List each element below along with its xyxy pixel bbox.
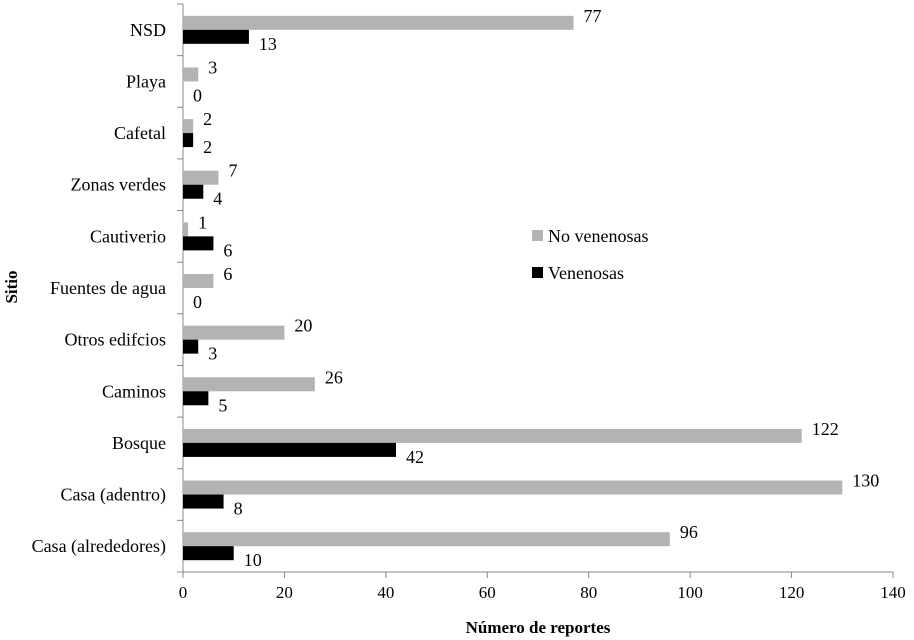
data-label-no-venenosas: 122 xyxy=(812,419,839,439)
category-label: Bosque xyxy=(112,433,166,453)
category-label: Otros edifcios xyxy=(65,330,166,350)
data-label-no-venenosas: 77 xyxy=(584,6,602,26)
data-label-no-venenosas: 26 xyxy=(325,367,343,387)
category-label: Fuentes de agua xyxy=(50,278,166,298)
data-label-venenosas: 10 xyxy=(244,550,262,570)
category-label: Caminos xyxy=(102,381,166,401)
bar-no-venenosas xyxy=(183,119,194,134)
category-label: Casa (adentro) xyxy=(61,485,166,506)
data-label-no-venenosas: 130 xyxy=(852,471,879,491)
data-label-venenosas: 2 xyxy=(203,137,212,157)
data-label-no-venenosas: 3 xyxy=(208,57,217,77)
bar-no-venenosas xyxy=(183,480,843,495)
bar-venenosas xyxy=(183,236,214,251)
category-label: Cafetal xyxy=(114,123,166,143)
data-label-venenosas: 3 xyxy=(208,344,217,364)
bar-venenosas xyxy=(183,133,194,148)
bar-no-venenosas xyxy=(183,67,199,82)
data-label-no-venenosas: 96 xyxy=(680,522,698,542)
bar-venenosas xyxy=(183,339,199,354)
legend-label: No venenosas xyxy=(548,226,648,246)
data-label-venenosas: 0 xyxy=(193,85,202,105)
category-label: NSD xyxy=(130,20,166,40)
bar-venenosas xyxy=(183,184,204,199)
legend-swatch xyxy=(532,267,543,278)
bar-venenosas xyxy=(183,546,234,561)
category-label: Playa xyxy=(126,71,166,91)
x-axis-title: Número de reportes xyxy=(466,618,611,637)
bar-no-venenosas xyxy=(183,377,315,392)
x-tick-label: 80 xyxy=(580,583,597,602)
data-label-no-venenosas: 2 xyxy=(203,109,212,129)
x-tick-label: 40 xyxy=(377,583,394,602)
data-label-venenosas: 42 xyxy=(406,447,424,467)
x-tick-label: 0 xyxy=(179,583,188,602)
data-label-venenosas: 6 xyxy=(223,240,232,260)
bar-no-venenosas xyxy=(183,532,670,547)
y-axis-title: Sitio xyxy=(2,270,21,303)
bar-no-venenosas xyxy=(183,325,285,340)
data-label-no-venenosas: 6 xyxy=(223,264,232,284)
x-tick-label: 140 xyxy=(880,583,906,602)
bar-no-venenosas xyxy=(183,428,802,443)
bar-venenosas xyxy=(183,391,209,406)
category-label: Zonas verdes xyxy=(71,175,166,195)
data-label-no-venenosas: 7 xyxy=(229,161,238,181)
bar-no-venenosas xyxy=(183,170,219,185)
bar-no-venenosas xyxy=(183,222,189,237)
x-tick-label: 120 xyxy=(779,583,805,602)
bar-venenosas xyxy=(183,442,396,457)
x-tick-label: 100 xyxy=(677,583,703,602)
x-tick-label: 60 xyxy=(479,583,496,602)
bar-venenosas xyxy=(183,29,249,44)
data-label-venenosas: 0 xyxy=(193,292,202,312)
data-label-venenosas: 8 xyxy=(234,499,243,519)
category-label: Cautiverio xyxy=(90,226,166,246)
legend-label: Venenosas xyxy=(548,263,624,283)
bar-no-venenosas xyxy=(183,274,214,288)
bar-no-venenosas xyxy=(183,15,574,30)
legend-swatch xyxy=(532,230,543,241)
bar-venenosas xyxy=(183,494,224,509)
data-label-venenosas: 4 xyxy=(213,189,222,209)
category-label: Casa (alrededores) xyxy=(32,536,166,557)
data-label-venenosas: 13 xyxy=(259,34,277,54)
x-tick-label: 20 xyxy=(276,583,293,602)
data-label-venenosas: 5 xyxy=(218,395,227,415)
data-label-no-venenosas: 20 xyxy=(294,316,312,336)
data-label-no-venenosas: 1 xyxy=(198,212,207,232)
